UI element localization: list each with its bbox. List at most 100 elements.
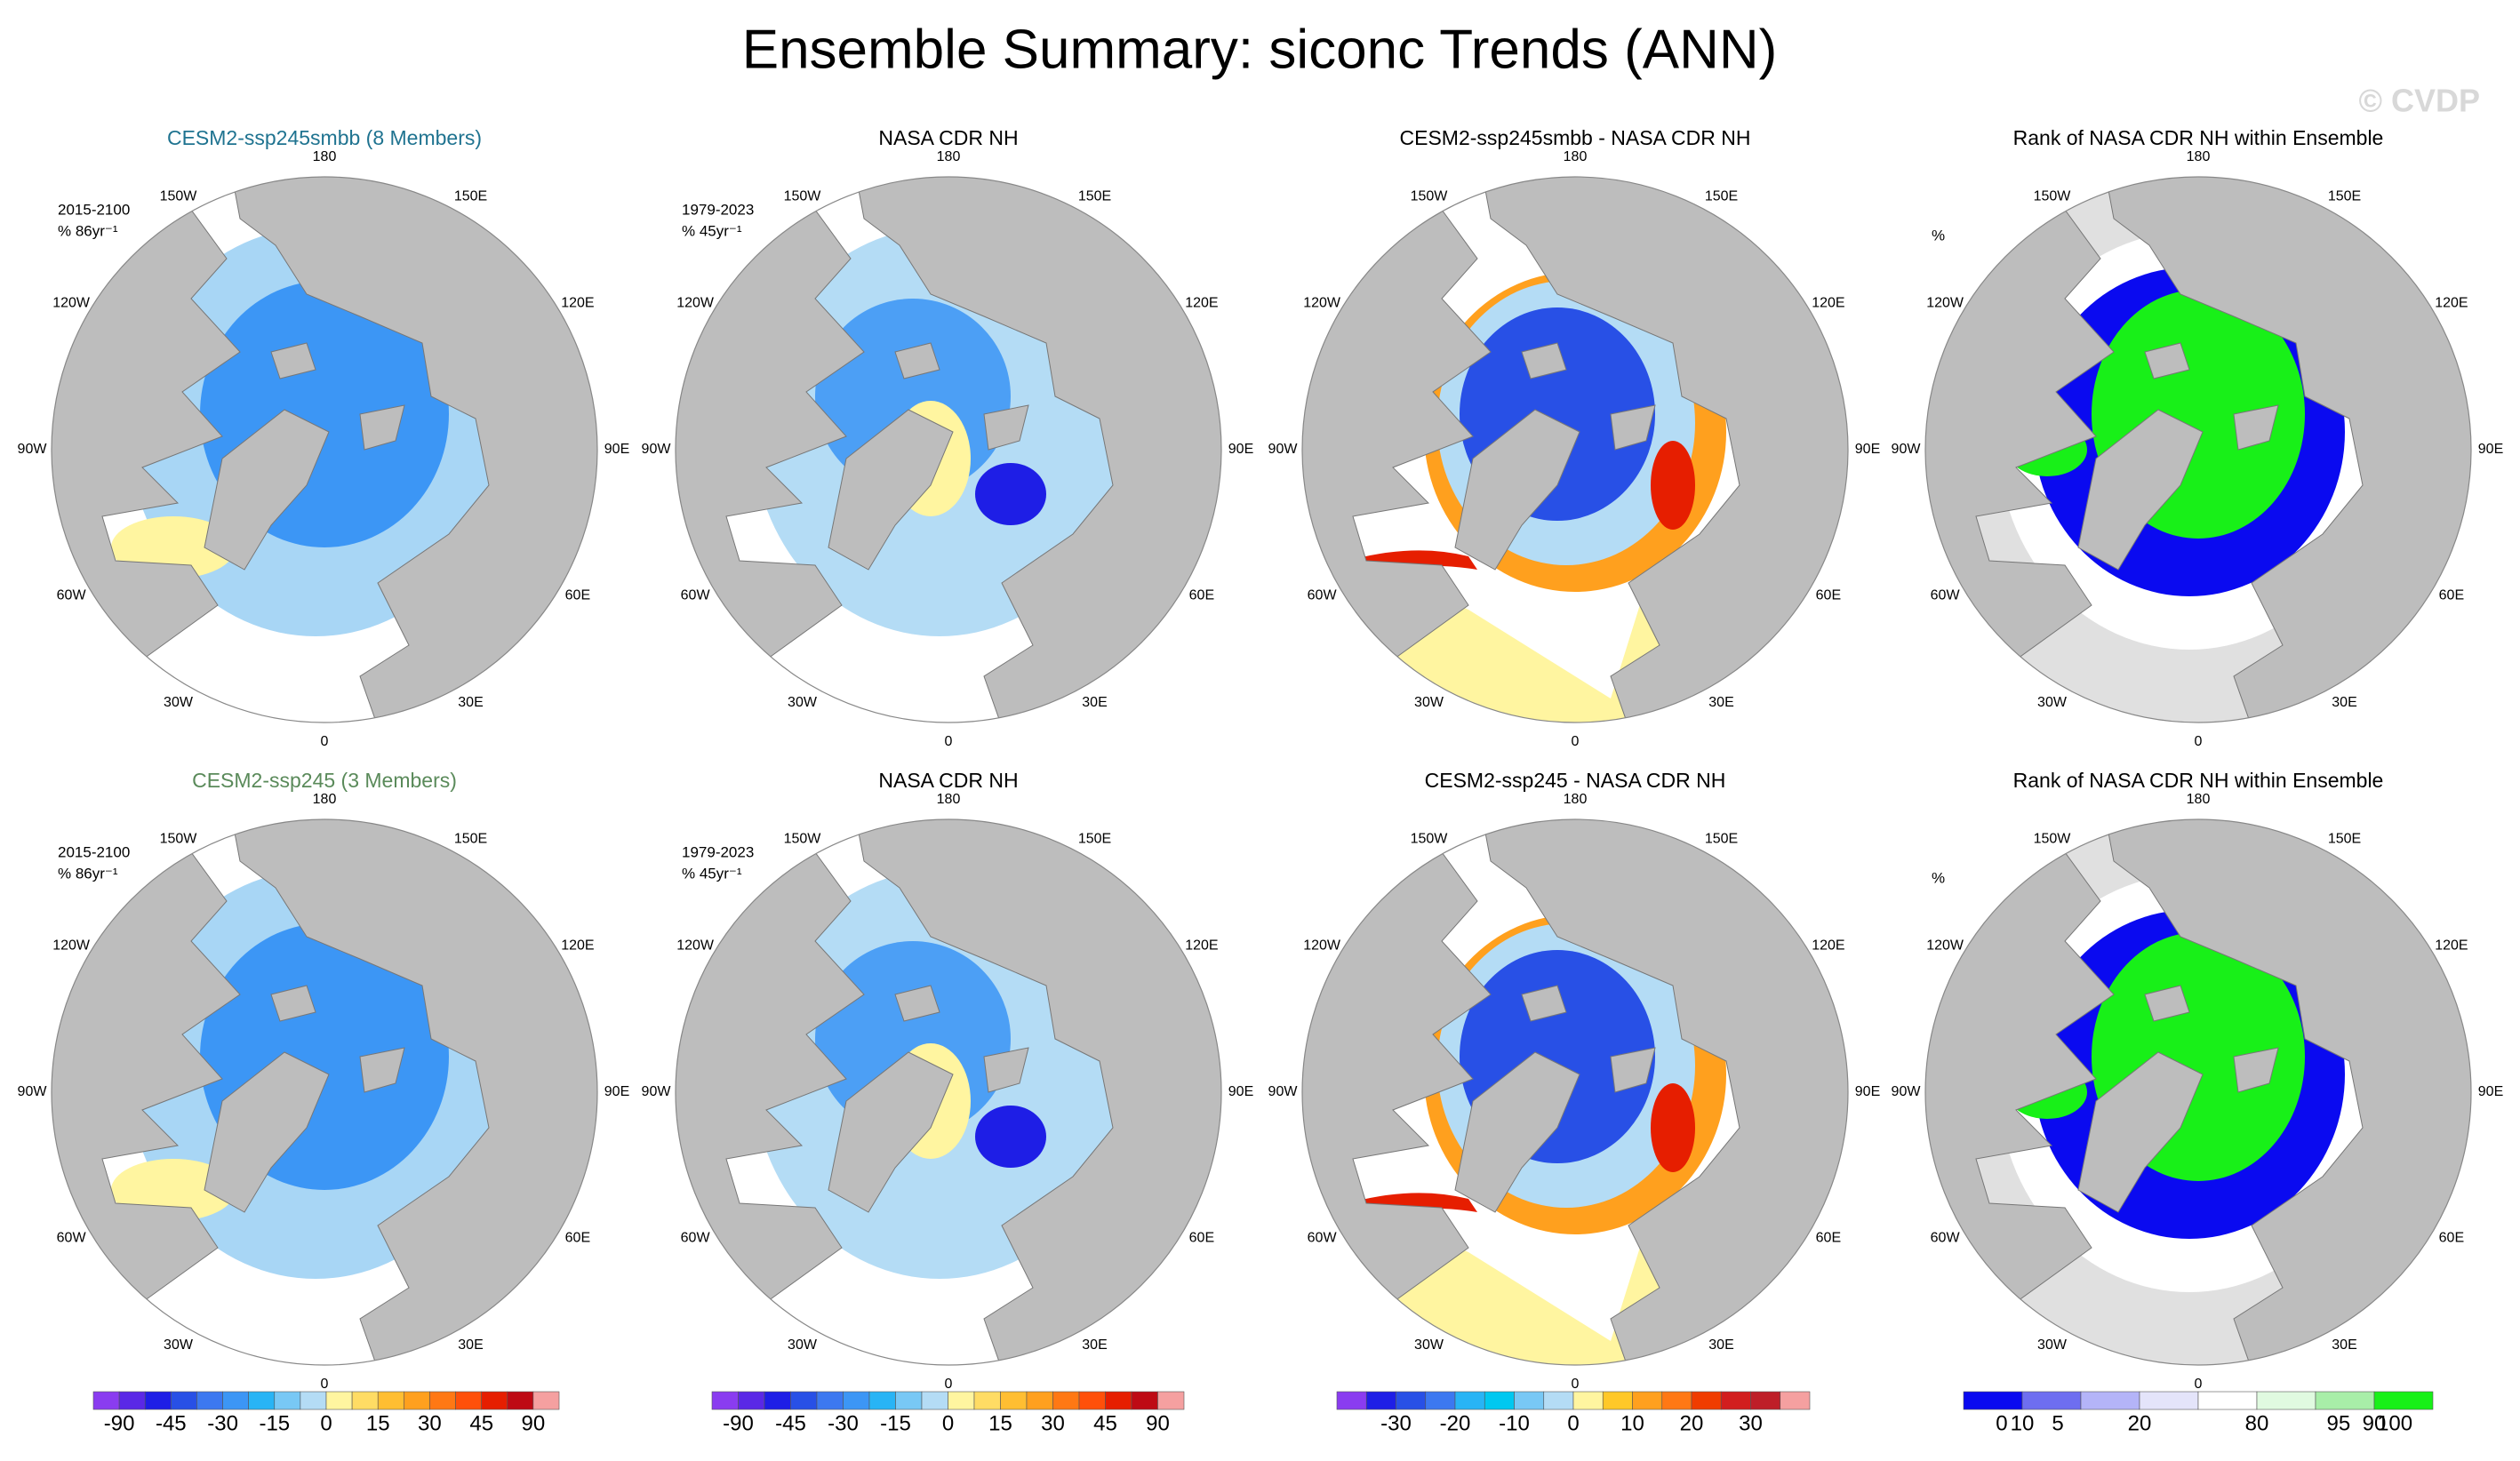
- longitude-label: 120E: [561, 938, 594, 954]
- longitude-label: 60E: [2439, 588, 2464, 603]
- colorbar-box: [1454, 1391, 1485, 1410]
- colorbar-box: [868, 1391, 896, 1410]
- colorbar-box: [455, 1391, 482, 1410]
- longitude-label: 30E: [458, 1337, 483, 1353]
- longitude-label: 120E: [1185, 938, 1218, 954]
- map-border: [51, 176, 598, 723]
- colorbar-box: [1052, 1391, 1080, 1410]
- longitude-label: 90W: [18, 1084, 48, 1099]
- longitude-label: 90W: [642, 442, 672, 457]
- colorbar-box: [1026, 1391, 1053, 1410]
- colorbar-tick-label: 90: [2363, 1411, 2387, 1435]
- colorbar-tick-label: 0: [942, 1411, 954, 1435]
- colorbar-box: [764, 1391, 791, 1410]
- longitude-label: 90E: [1228, 1084, 1253, 1099]
- longitude-label: 180: [1564, 149, 1588, 164]
- period-label: 1979-2023: [682, 843, 754, 860]
- map-body: [1302, 819, 1848, 1365]
- longitude-label: 90E: [2478, 1084, 2503, 1099]
- longitude-label: 150E: [1705, 831, 1738, 846]
- longitude-label: 60W: [57, 588, 87, 603]
- map-body: [52, 819, 597, 1365]
- colorbar-tick-label: 0: [320, 1411, 332, 1435]
- longitude-label: 60E: [1816, 1231, 1841, 1246]
- colorbar-tick-label: 15: [988, 1411, 1012, 1435]
- colorbar-box: [1963, 1391, 2023, 1410]
- map-border: [51, 818, 598, 1366]
- longitude-label: 150W: [1411, 188, 1449, 204]
- units-label: % 86yr⁻¹: [58, 865, 118, 882]
- colorbar-box: [2080, 1391, 2140, 1410]
- longitude-label: 30E: [2332, 695, 2356, 710]
- colorbar-box: [404, 1391, 430, 1410]
- longitude-label: 90W: [1268, 442, 1299, 457]
- longitude-label: 30E: [1708, 1337, 1733, 1353]
- longitude-label: 30E: [2332, 1337, 2356, 1353]
- longitude-label: 60E: [565, 1231, 590, 1246]
- longitude-label: 150E: [1078, 188, 1111, 204]
- panel-title: NASA CDR NH: [878, 126, 1018, 149]
- ice-area: [975, 463, 1046, 525]
- longitude-label: 180: [937, 149, 961, 164]
- watermark: © CVDP: [2358, 83, 2480, 119]
- map-border: [1301, 818, 1849, 1366]
- colorbar-tick-label: 30: [1041, 1411, 1065, 1435]
- map-body: [1925, 819, 2471, 1365]
- colorbar-tick-label: 100: [2377, 1411, 2412, 1435]
- colorbar-box: [1720, 1391, 1751, 1410]
- longitude-label: 0: [2195, 1377, 2203, 1392]
- map-body: [52, 177, 597, 723]
- map: 0 30E 60E 90E 120E 150E 180 150W 120W 90W 60W 30W: [1268, 149, 1881, 749]
- longitude-label: 0: [1572, 1377, 1580, 1392]
- colorbar-tick-label: -45: [775, 1411, 806, 1435]
- colorbar-tick-label: 5: [2052, 1411, 2063, 1435]
- colorbar-box: [1336, 1391, 1367, 1410]
- panel-title: CESM2-ssp245 (3 Members): [192, 769, 457, 792]
- colorbar: -90 -45 -30 -15 0 15 30 45 90: [711, 1391, 1185, 1435]
- longitude-label: 120E: [1185, 296, 1218, 311]
- longitude-label: 150W: [784, 831, 822, 846]
- longitude-label: 90W: [18, 442, 48, 457]
- colorbar-tick-label: -30: [207, 1411, 238, 1435]
- colorbar: -30 -20 -10 0 10 20 30: [1336, 1391, 1811, 1435]
- longitude-label: 150E: [2328, 188, 2361, 204]
- colorbar-box: [2373, 1391, 2434, 1410]
- longitude-label: 60E: [1189, 1231, 1214, 1246]
- map-border: [675, 818, 1222, 1366]
- panel-title: NASA CDR NH: [878, 769, 1018, 792]
- colorbar-tick-label: -30: [1380, 1411, 1412, 1435]
- map: 0 30E 60E 90E 120E 150E 180 150W 120W 90W 60W 30W: [18, 792, 630, 1392]
- longitude-label: 180: [1564, 792, 1588, 807]
- panel-title: Rank of NASA CDR NH within Ensemble: [2013, 769, 2384, 792]
- colorbar-box: [1572, 1391, 1604, 1410]
- colorbar-box: [1691, 1391, 1722, 1410]
- colorbar-box: [1632, 1391, 1663, 1410]
- colorbar-tick-label: 10: [1620, 1411, 1644, 1435]
- colorbar-box: [2315, 1391, 2375, 1410]
- colorbar-box: [921, 1391, 948, 1410]
- colorbar-box: [1484, 1391, 1515, 1410]
- longitude-label: 60W: [1931, 1231, 1961, 1246]
- longitude-label: 180: [937, 792, 961, 807]
- longitude-label: 120W: [676, 296, 715, 311]
- colorbar-tick-label: 90: [522, 1411, 546, 1435]
- map: 0 30E 60E 90E 120E 150E 180 150W 120W 90W 60W 30W: [1892, 149, 2504, 749]
- colorbar-box: [325, 1391, 353, 1410]
- longitude-label: 60W: [1308, 588, 1338, 603]
- colorbar-box: [1514, 1391, 1545, 1410]
- longitude-label: 150W: [2034, 831, 2072, 846]
- colorbar-box: [790, 1391, 818, 1410]
- colorbar-box: [2197, 1391, 2258, 1410]
- longitude-label: 90W: [642, 1084, 672, 1099]
- longitude-label: 60W: [681, 1231, 711, 1246]
- longitude-label: 120W: [1303, 938, 1341, 954]
- period-label: 2015-2100: [58, 201, 130, 218]
- colorbar-tick-label: 10: [2011, 1411, 2035, 1435]
- colorbar-box: [1396, 1391, 1427, 1410]
- longitude-label: 180: [313, 792, 337, 807]
- map: 0 30E 60E 90E 120E 150E 180 150W 120W 90W 60W 30W: [642, 149, 1254, 749]
- colorbar-tick-label: 0: [1996, 1411, 2007, 1435]
- longitude-label: 90E: [604, 1084, 629, 1099]
- longitude-label: 150E: [454, 188, 487, 204]
